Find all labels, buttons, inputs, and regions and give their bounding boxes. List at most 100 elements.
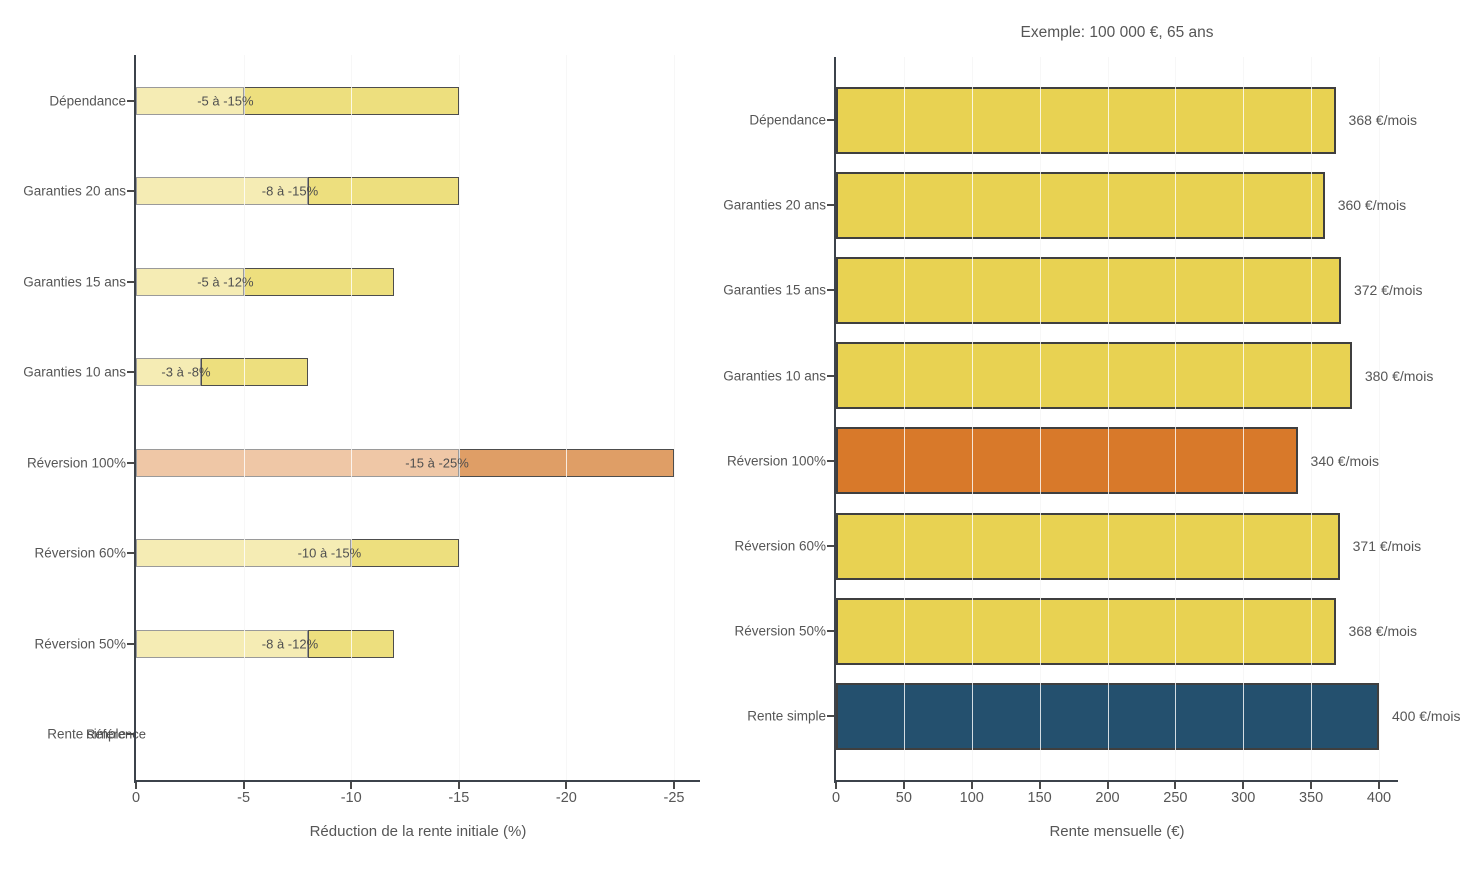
x-tick-label: -15 bbox=[448, 790, 470, 806]
gridline bbox=[903, 57, 905, 781]
gridline bbox=[1107, 57, 1109, 781]
gridline bbox=[351, 55, 353, 781]
bar bbox=[836, 512, 1340, 580]
bar-segment-min bbox=[136, 358, 201, 387]
x-axis-tick bbox=[1378, 782, 1380, 789]
x-tick-label: 350 bbox=[1299, 790, 1324, 806]
x-tick-label: 250 bbox=[1163, 790, 1188, 806]
x-axis-tick bbox=[565, 782, 568, 789]
y-axis-tick bbox=[827, 545, 834, 547]
x-axis-line bbox=[134, 780, 700, 782]
category-label: Garanties 20 ans bbox=[23, 183, 126, 199]
gridline bbox=[1243, 57, 1245, 781]
gridline bbox=[243, 55, 245, 781]
y-axis-tick bbox=[127, 461, 134, 464]
x-tick-label: 300 bbox=[1231, 790, 1256, 806]
x-tick-label: 0 bbox=[131, 790, 141, 806]
bar-value-label: 380 €/mois bbox=[1364, 367, 1434, 384]
bar-segment-min bbox=[136, 177, 309, 206]
bar bbox=[836, 171, 1325, 239]
bar-value-label: 400 €/mois bbox=[1392, 708, 1461, 725]
category-label: Réversion 100% bbox=[26, 455, 126, 471]
gridline bbox=[566, 55, 568, 781]
y-axis-tick bbox=[127, 642, 134, 645]
bar bbox=[836, 86, 1336, 154]
gridline bbox=[1311, 57, 1313, 781]
x-axis-tick bbox=[1106, 782, 1109, 789]
bar bbox=[836, 256, 1341, 324]
category-label: Garanties 20 ans bbox=[723, 197, 826, 213]
x-tick-label: 0 bbox=[831, 790, 841, 806]
gridline bbox=[674, 55, 675, 781]
bar-range-label: -8 à -12% bbox=[261, 636, 319, 652]
bar-range-label: -10 à -15% bbox=[297, 545, 362, 561]
category-label: Réversion 50% bbox=[734, 623, 826, 639]
category-label: Dépendance bbox=[49, 93, 126, 109]
bar-value-label: 372 €/mois bbox=[1353, 282, 1423, 299]
x-axis-tick bbox=[1038, 782, 1041, 789]
y-axis-tick bbox=[827, 630, 834, 633]
bar bbox=[836, 427, 1298, 495]
x-axis-tick bbox=[242, 782, 245, 789]
x-tick-label: 50 bbox=[895, 790, 912, 806]
gridline bbox=[1175, 57, 1177, 781]
bar bbox=[836, 597, 1336, 665]
x-axis-tick bbox=[135, 782, 137, 789]
bar-segment-max bbox=[243, 267, 395, 296]
category-label: Réversion 100% bbox=[726, 453, 826, 469]
category-label: Garanties 10 ans bbox=[723, 368, 826, 384]
x-tick-label: 400 bbox=[1366, 790, 1392, 806]
bar bbox=[836, 342, 1352, 410]
x-tick-label: 100 bbox=[959, 790, 984, 806]
category-label: Garanties 15 ans bbox=[723, 282, 826, 298]
y-axis-line bbox=[834, 57, 836, 783]
y-axis-tick bbox=[827, 459, 834, 462]
category-label: Garanties 15 ans bbox=[23, 274, 126, 290]
x-axis-tick bbox=[1310, 782, 1313, 789]
category-label: Rente simple bbox=[47, 726, 126, 742]
bar-segment-min bbox=[136, 267, 244, 296]
gridline bbox=[971, 57, 973, 781]
bar-segment-max bbox=[200, 358, 309, 387]
y-axis-tick bbox=[827, 204, 834, 207]
x-axis-label-left: Réduction de la rente initiale (%) bbox=[309, 823, 527, 840]
bar-range-label: -8 à -15% bbox=[261, 183, 319, 199]
bar-segment-min bbox=[136, 87, 244, 115]
y-axis-line bbox=[134, 55, 136, 783]
x-axis-tick bbox=[1242, 782, 1245, 789]
bar-segment-max bbox=[308, 177, 459, 206]
bar-segment-min bbox=[136, 448, 459, 477]
x-tick-label: -20 bbox=[555, 790, 577, 806]
category-label: Réversion 60% bbox=[734, 538, 826, 554]
y-axis-tick bbox=[127, 190, 134, 193]
x-tick-label: -10 bbox=[340, 790, 362, 806]
bar-segment-max bbox=[351, 539, 459, 568]
bar-range-label: -5 à -12% bbox=[197, 274, 254, 290]
y-axis-tick bbox=[127, 280, 134, 283]
category-label: Réversion 50% bbox=[34, 636, 126, 652]
x-axis-tick bbox=[673, 782, 675, 789]
x-axis-tick bbox=[902, 782, 905, 789]
y-axis-tick bbox=[127, 733, 134, 735]
category-label: Garanties 10 ans bbox=[23, 364, 126, 380]
x-tick-label: -25 bbox=[663, 790, 685, 806]
y-axis-tick bbox=[827, 374, 834, 377]
y-axis-tick bbox=[127, 371, 134, 374]
x-axis-tick bbox=[835, 782, 837, 789]
bar-segment-min bbox=[136, 629, 309, 658]
category-label: Dépendance bbox=[749, 112, 826, 128]
bar-value-label: 360 €/mois bbox=[1337, 197, 1407, 214]
bar-value-label: 371 €/mois bbox=[1352, 538, 1422, 554]
bar-range-label: -15 à -25% bbox=[405, 455, 469, 471]
y-axis-tick bbox=[827, 289, 834, 292]
chart-title-right: Exemple: 100 000 €, 65 ans bbox=[1020, 24, 1214, 41]
bar-value-label: 340 €/mois bbox=[1310, 452, 1380, 469]
category-label: Réversion 60% bbox=[34, 545, 126, 561]
x-axis-tick bbox=[350, 782, 353, 789]
bar-value-label: 368 €/mois bbox=[1348, 112, 1418, 128]
bar-range-label: Référence bbox=[86, 726, 146, 742]
bar-range-label: -5 à -15% bbox=[197, 93, 254, 109]
bar-range-label: -3 à -8% bbox=[161, 364, 211, 380]
x-axis-label-right: Rente mensuelle (€) bbox=[1049, 823, 1185, 840]
